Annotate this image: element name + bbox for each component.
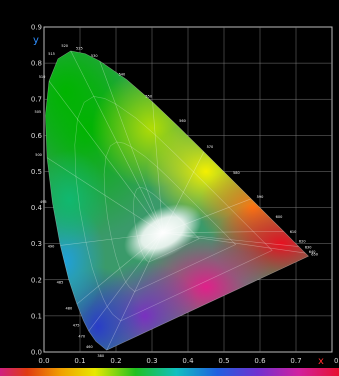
wavelength-label: 630	[305, 246, 312, 250]
y-tick-label: 0.0	[31, 349, 42, 357]
x-tick-label: 0.2	[110, 357, 121, 365]
wavelength-label: 530	[91, 54, 98, 58]
wavelength-label: 380	[97, 354, 104, 358]
wavelength-label: 515	[48, 52, 55, 56]
y-axis-label: y	[33, 35, 39, 46]
y-tick-label: 0.4	[31, 204, 43, 212]
wavelength-label: 525	[76, 47, 83, 51]
wavelength-label: 610	[290, 230, 297, 234]
y-tick-label: 0.7	[31, 96, 42, 104]
wavelength-label: 590	[257, 195, 264, 199]
wavelength-label: 495	[40, 200, 47, 204]
wavelength-label: 640	[309, 250, 316, 254]
wavelength-label: 500	[35, 153, 42, 157]
y-tick-label: 0.8	[31, 60, 42, 68]
wavelength-label: 560	[179, 119, 186, 123]
y-tick-labels: 0.0 0.1 0.2 0.3 0.4 0.5 0.6 0.7 0.8 0.9	[31, 24, 43, 357]
y-tick-label: 0.1	[31, 312, 42, 320]
wavelength-label: 550	[145, 95, 152, 99]
wavelength-label: 600	[276, 215, 283, 219]
x-tick-labels: 0.0 0.1 0.2 0.3 0.4 0.5 0.6 0.7 0.8	[38, 357, 339, 365]
x-tick-label: 0.5	[218, 357, 229, 365]
wavelength-label: 480	[66, 306, 73, 310]
wavelength-label: 470	[78, 334, 85, 338]
x-tick-label: 0.7	[290, 357, 301, 365]
y-tick-label: 0.5	[31, 168, 42, 176]
wavelength-label: 485	[57, 281, 64, 285]
x-tick-label: 0.3	[146, 357, 157, 365]
wavelength-label: 460	[86, 345, 93, 349]
wavelength-label: 520	[61, 44, 68, 48]
wavelength-label: 475	[73, 324, 80, 328]
wavelength-label: 650	[311, 252, 318, 256]
spectrum-bar	[0, 368, 339, 376]
wavelength-label: 580	[233, 171, 240, 175]
wavelength-labels: 380 460 470 475 480 485 490 495 500 505 510 515 520 5…	[34, 44, 318, 358]
y-tick-label: 0.2	[31, 276, 42, 284]
spectral-locus	[45, 50, 310, 351]
wavelength-label: 505	[34, 110, 41, 114]
wavelength-label: 570	[207, 145, 214, 149]
x-tick-label: 0.4	[182, 357, 194, 365]
x-tick-label: 0.0	[38, 357, 49, 365]
isotemperature-mesh	[46, 50, 306, 351]
x-axis-label: x	[318, 356, 324, 367]
wavelength-label: 540	[119, 72, 126, 76]
y-tick-label: 0.3	[31, 240, 42, 248]
wavelength-label: 490	[48, 245, 55, 249]
wavelength-label: 620	[299, 240, 306, 244]
y-tick-label: 0.6	[31, 132, 43, 140]
x-tick-label: 0.1	[74, 357, 85, 365]
x-tick-label: 0.8	[334, 357, 339, 365]
y-tick-label: 0.9	[31, 24, 42, 32]
x-tick-label: 0.6	[254, 357, 266, 365]
wavelength-label: 510	[39, 75, 46, 79]
